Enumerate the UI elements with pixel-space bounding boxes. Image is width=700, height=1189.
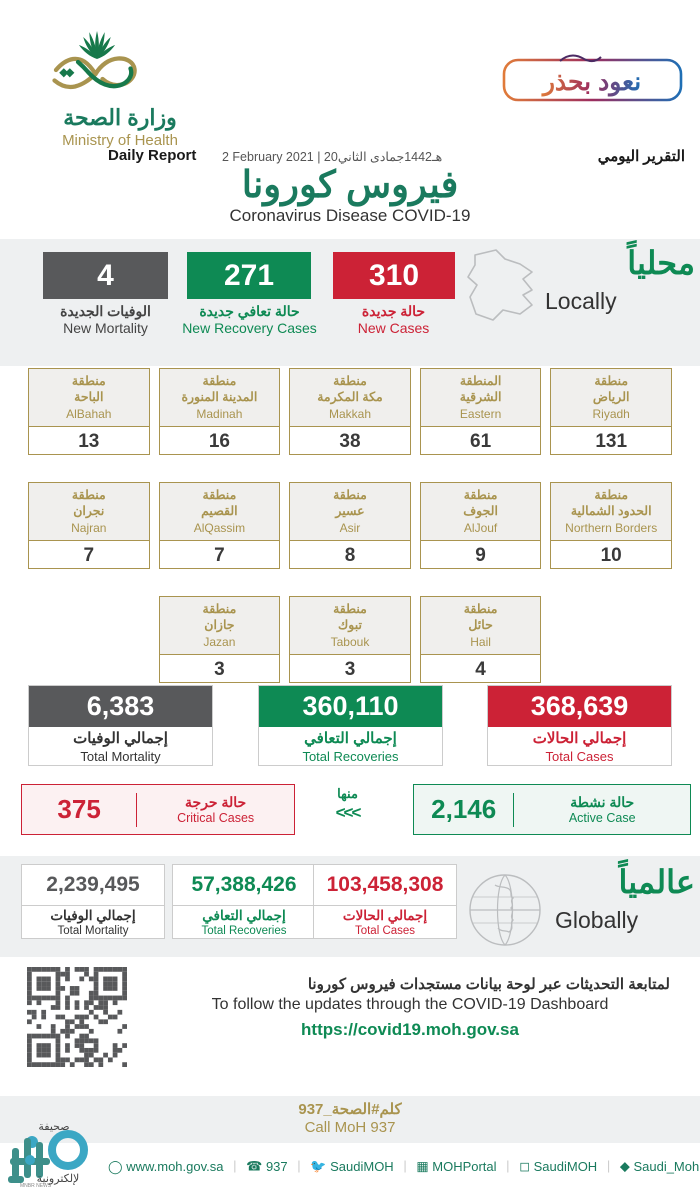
svg-text:MNBR NEWS: MNBR NEWS xyxy=(20,1183,52,1189)
svg-text:نعود بحذر: نعود بحذر xyxy=(541,68,641,97)
